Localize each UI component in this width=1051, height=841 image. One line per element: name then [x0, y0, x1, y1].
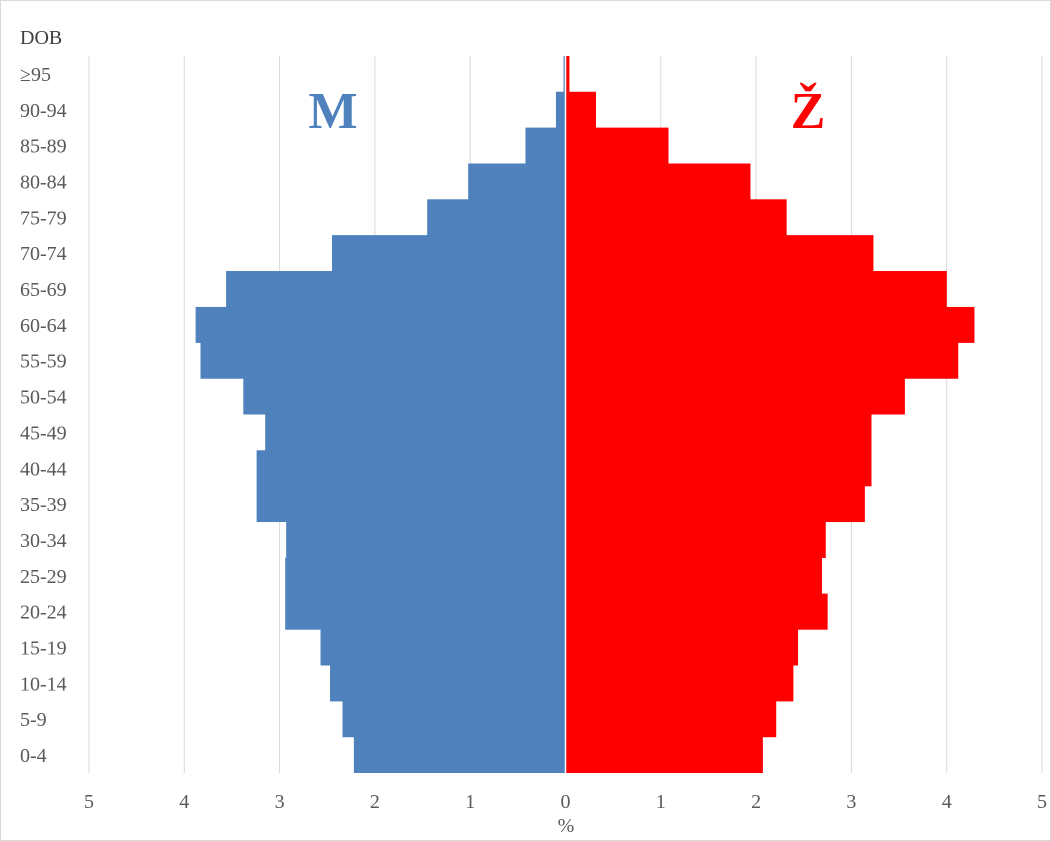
bar-z-≥95 — [565, 56, 570, 92]
annotation-m: M — [308, 83, 357, 140]
bar-m-70-74 — [332, 235, 566, 272]
bars — [195, 56, 975, 773]
y-tick-label: 60-64 — [20, 315, 67, 337]
bar-m-50-54 — [243, 378, 566, 415]
bar-m-60-64 — [195, 306, 566, 343]
bar-m-80-84 — [468, 163, 566, 200]
bar-z-30-34 — [565, 522, 826, 558]
bar-m-≥95 — [563, 56, 566, 92]
x-tick-label: 2 — [751, 791, 761, 813]
y-tick-label: 30-34 — [20, 530, 67, 552]
y-tick-label: 5-9 — [20, 709, 47, 731]
x-tick-label: 3 — [846, 791, 856, 813]
bar-z-70-74 — [565, 235, 874, 272]
bar-z-55-59 — [565, 342, 959, 379]
bar-z-80-84 — [565, 163, 751, 200]
bar-m-15-19 — [320, 629, 566, 666]
y-tick-label: 35-39 — [20, 494, 67, 516]
x-tick-label: 1 — [656, 791, 666, 813]
y-tick-label: 45-49 — [20, 422, 67, 444]
y-tick-label: 0-4 — [20, 745, 47, 767]
x-tick-label: 1 — [465, 791, 475, 813]
bar-m-45-49 — [265, 414, 566, 451]
bar-m-90-94 — [555, 91, 566, 128]
x-tick-label: 2 — [370, 791, 380, 813]
y-tick-label: 15-19 — [20, 638, 67, 660]
bar-z-75-79 — [565, 199, 787, 236]
x-tick-label: 5 — [1037, 791, 1047, 813]
x-tick-label: 3 — [275, 791, 285, 813]
annotation-z: Ž — [791, 82, 826, 140]
bar-m-30-34 — [286, 522, 566, 558]
y-tick-label: 50-54 — [20, 387, 67, 409]
y-tick-label: 75-79 — [20, 207, 67, 229]
y-tick-label: 10-14 — [20, 673, 67, 695]
bar-z-5-9 — [565, 701, 777, 738]
bar-z-25-29 — [565, 557, 822, 594]
x-tick-label: 4 — [942, 791, 952, 813]
y-tick-label: 20-24 — [20, 602, 67, 624]
bar-m-20-24 — [285, 593, 566, 630]
y-tick-label: 90-94 — [20, 100, 67, 122]
bar-z-40-44 — [565, 450, 872, 487]
y-tick-label: 70-74 — [20, 243, 67, 265]
bar-m-10-14 — [330, 665, 566, 702]
bar-z-65-69 — [565, 271, 947, 307]
bar-z-50-54 — [565, 378, 905, 415]
bar-z-20-24 — [565, 593, 828, 630]
bar-m-40-44 — [256, 450, 566, 487]
x-tick-label: 0 — [561, 791, 571, 813]
y-tick-label: 25-29 — [20, 566, 67, 588]
bar-m-5-9 — [342, 701, 566, 738]
bar-m-65-69 — [226, 271, 566, 307]
y-tick-label: 65-69 — [20, 279, 67, 301]
bar-m-35-39 — [256, 486, 566, 523]
bar-m-85-89 — [525, 127, 566, 164]
bar-m-55-59 — [200, 342, 566, 379]
y-tick-label: 40-44 — [20, 458, 67, 480]
bar-z-15-19 — [565, 629, 799, 666]
x-axis-title: % — [558, 815, 575, 837]
bar-z-10-14 — [565, 665, 794, 702]
bar-z-35-39 — [565, 486, 865, 523]
y-axis-title: DOB — [20, 27, 62, 49]
x-tick-label: 5 — [84, 791, 94, 813]
y-tick-label: ≥95 — [20, 64, 51, 86]
y-tick-label: 80-84 — [20, 171, 67, 193]
x-tick-label: 4 — [179, 791, 189, 813]
y-tick-label: 55-59 — [20, 351, 67, 373]
y-tick-label: 85-89 — [20, 136, 67, 158]
bar-m-0-4 — [353, 737, 566, 773]
bar-z-0-4 — [565, 737, 763, 773]
bar-m-75-79 — [427, 199, 566, 236]
bar-z-90-94 — [565, 91, 596, 128]
axes: 0-4 5-9 10-14 15-19 20-24 25-29 30-34 35-39 40-4… — [20, 56, 1047, 813]
bar-z-45-49 — [565, 414, 872, 451]
bar-m-25-29 — [285, 557, 566, 594]
bar-z-60-64 — [565, 306, 975, 343]
bar-z-85-89 — [565, 127, 669, 164]
